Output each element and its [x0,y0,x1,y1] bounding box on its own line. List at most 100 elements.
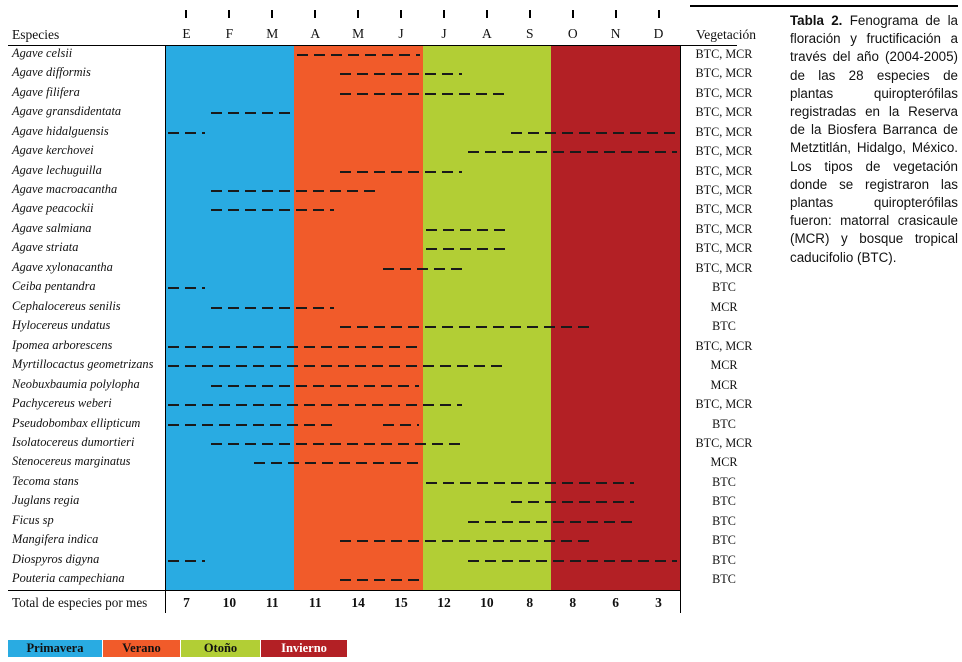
month-header: E [182,26,191,41]
month-total: 3 [655,595,662,610]
vegetation-value: MCR [710,358,738,373]
species-label: Cephalocereus senilis [12,298,121,313]
phenology-segment [339,170,463,173]
phenology-segment [210,384,420,387]
vegetation-value: BTC [712,319,736,334]
chart-left-border [165,45,166,613]
species-label: Agave difformis [12,65,91,80]
vegetation-value: BTC, MCR [695,144,753,159]
species-label: Agave peacockii [12,201,94,216]
month-total: 8 [569,595,577,610]
legend-item-invierno: Invierno [261,640,347,657]
vegetation-value: BTC, MCR [695,85,753,100]
species-label: Pouteria campechiana [12,571,125,586]
species-label: Agave salmiana [12,220,92,235]
phenology-segment [339,92,506,95]
species-label: Agave filifera [12,84,80,99]
vegetation-value: BTC [712,494,736,509]
phenology-segment [511,501,635,504]
phenology-segment [168,287,205,290]
month-total: 10 [480,595,494,610]
caption-top-rule [690,5,958,7]
month-total: 6 [612,595,619,610]
vegetation-value: BTC, MCR [695,241,753,256]
vegetation-value: BTC, MCR [695,260,753,275]
month-tick [528,10,531,18]
month-header: F [225,26,234,41]
month-header: N [610,26,621,41]
vegetation-value: BTC, MCR [695,221,753,236]
vegetation-value: BTC, MCR [695,182,753,197]
season-band-primavera [165,45,294,590]
species-label: Agave lechuguilla [12,162,102,177]
month-total: 10 [222,595,237,610]
vegetation-value: BTC [712,513,736,528]
month-tick [614,10,617,18]
season-band-otoño [422,45,552,590]
phenology-segment [168,559,205,562]
caption-body: Fenograma de la floración y fructificaci… [790,13,958,265]
phenology-segment [425,481,635,484]
species-label: Agave hidalguensis [12,123,109,138]
species-label: Neobuxbaumia polylopha [12,376,140,391]
phenology-segment [210,112,291,115]
species-label: Agave macroacantha [12,181,118,196]
month-header: S [526,26,534,41]
vegetation-value: BTC, MCR [695,124,753,139]
month-header: M [266,26,279,41]
species-label: Ficus sp [12,512,54,527]
vegetation-value: MCR [710,377,738,392]
phenology-segment [210,306,334,309]
vegetation-value: BTC [712,416,736,431]
phenology-segment [382,423,420,426]
month-total: 14 [351,595,365,610]
species-label: Myrtillocactus geometrizans [12,357,154,372]
month-tick [271,10,274,18]
vegetacion-header: Vegetación [696,27,756,42]
vegetation-value: BTC [712,280,736,295]
phenology-segment [468,151,677,154]
month-total: 8 [526,595,534,610]
month-tick [571,10,574,18]
especies-header: Especies [12,27,60,42]
caption-title: Tabla 2. [790,13,843,28]
phenology-segment [339,326,592,329]
totals-rule [8,590,680,591]
month-tick [657,10,660,18]
phenology-segment [511,131,677,134]
month-total: 12 [437,595,451,610]
phenology-segment [210,443,463,446]
species-label: Diospyros digyna [12,551,100,566]
vegetation-value: BTC, MCR [695,202,753,217]
vegetation-value: BTC [712,572,736,587]
species-label: Juglans regia [12,493,80,508]
phenology-segment [468,559,677,562]
phenology-segment [210,209,334,212]
species-label: Pachycereus weberi [12,396,112,411]
vegetation-value: BTC, MCR [695,163,753,178]
phenology-segment [253,462,420,465]
phenology-segment [210,189,377,192]
species-label: Agave striata [12,240,79,255]
legend-item-verano: Verano [103,640,180,657]
vegetation-value: BTC [712,552,736,567]
month-total: 11 [308,595,322,610]
vegetation-value: BTC, MCR [695,338,753,353]
phenology-segment [168,423,334,426]
phenology-segment [468,520,635,523]
legend-item-otoño: Otoño [181,640,260,657]
species-label: Agave kerchovei [12,143,94,158]
phenology-segment [168,131,205,134]
month-tick [400,10,403,18]
month-total: 11 [265,595,279,610]
vegetation-value: BTC, MCR [695,105,753,120]
vegetation-value: BTC, MCR [695,397,753,412]
month-header: O [567,26,578,41]
month-header: D [653,26,664,41]
month-tick [485,10,488,18]
vegetation-value: BTC, MCR [695,436,753,451]
species-label: Ceiba pentandra [12,279,96,294]
phenology-segment [425,228,506,231]
month-header: J [398,26,404,41]
